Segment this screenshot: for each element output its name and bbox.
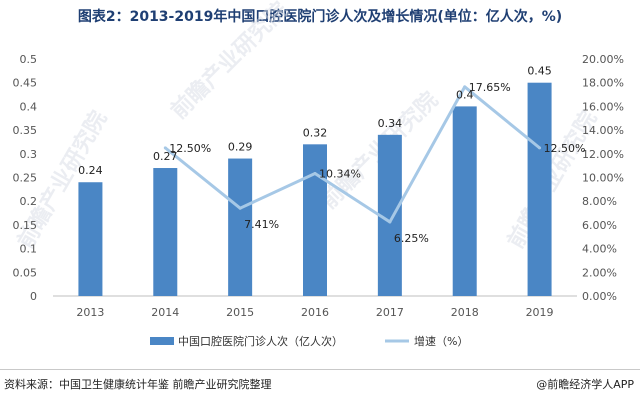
growth-label-2014: 12.50% [169,142,211,155]
growth-line-path [164,85,541,224]
growth-label-2019: 12.50% [544,142,586,155]
bar-label-2016: 0.32 [303,126,328,139]
growth-point-2014 [163,146,167,150]
bar-2015 [228,158,253,296]
growth-point-2016 [313,171,317,175]
footer-divider [0,369,640,370]
bar-label-2014: 0.27 [153,150,178,163]
watermark-2: 前瞻产业研究院 [166,0,293,124]
source-note: 资料来源：中国卫生健康统计年鉴 前瞻产业研究院整理 [4,378,272,391]
bar-2014 [153,168,178,296]
y-left-tick-label: 0.1 [20,243,38,256]
bars [78,82,552,297]
growth-point-2019 [538,146,542,150]
growth-label-2018: 17.65% [469,81,511,94]
y-left-tick-label: 0.45 [13,77,38,90]
growth-line [163,85,542,224]
bar-label-2017: 0.34 [378,117,403,130]
y-right-tick-label: 4.00% [582,243,617,256]
growth-point-2017 [388,220,392,224]
y-right-tick-label: 2.00% [582,266,617,279]
y-left-tick-label: 0.5 [20,53,38,66]
y-right-tick-label: 18.00% [582,77,624,90]
axes: 0 0.05 0.1 0.15 0.2 0.25 0.3 0.35 0.4 0.45 0.5 0.00… [13,53,624,319]
y-right-tick-label: 8.00% [582,195,617,208]
bar-label-2019: 0.45 [527,65,552,78]
y-right-tick-label: 6.00% [582,219,617,232]
x-tick-label: 2019 [526,306,554,319]
x-tick-label: 2018 [451,306,479,319]
legend-swatch-bar [150,337,174,345]
x-tick-label: 2017 [376,306,404,319]
bar-2013 [78,182,103,296]
y-left-tick-label: 0.3 [20,148,38,161]
y-left-tick-label: 0.15 [13,219,38,232]
chart-title: 图表2：2013-2019年中国口腔医院门诊人次及增长情况(单位：亿人次，%) [77,9,563,25]
y-right-tick-label: 10.00% [582,172,624,185]
bar-label-2015: 0.29 [228,141,253,154]
brand-credit: @前瞻经济学人APP [536,378,634,391]
y-left-tick-label: 0.35 [13,124,38,137]
y-left-tick-label: 0.4 [20,100,38,113]
x-tick-label: 2015 [226,306,254,319]
growth-point-2015 [238,206,242,210]
bar-label-2018: 0.4 [456,88,474,101]
y-left-tick-label: 0 [30,290,37,303]
legend-label-bar: 中国口腔医院门诊人次（亿人次） [178,334,343,348]
x-tick-label: 2016 [301,306,329,319]
growth-point-2018 [463,85,467,89]
data-labels: 0.24 0.27 0.29 0.32 0.34 0.4 0.45 12.50% 7.41% 10… [78,65,585,245]
growth-label-2015: 7.41% [244,218,279,231]
bar-2019 [527,82,552,296]
growth-label-2016: 10.34% [319,167,361,180]
x-tick-label: 2014 [151,306,179,319]
legend: 中国口腔医院门诊人次（亿人次） 增速（%） [150,334,468,348]
y-right-tick-label: 16.00% [582,100,624,113]
y-right-tick-label: 20.00% [582,53,624,66]
x-tick-label: 2013 [76,306,104,319]
y-left-tick-label: 0.05 [13,266,38,279]
y-right-tick-label: 12.00% [582,148,624,161]
y-left-tick-label: 0.2 [20,195,38,208]
bar-2016 [303,144,327,296]
legend-label-line: 增速（%） [414,334,468,348]
growth-label-2017: 6.25% [394,232,429,245]
chart: 前瞻产业研究院前瞻产业研究院前瞻产业研究院前瞻产业研究院 00.050.10.1… [13,0,624,348]
bar-label-2013: 0.24 [78,164,103,177]
bar-2018 [452,106,477,297]
y-right-tick-label: 14.00% [582,124,624,137]
y-left-tick-label: 0.25 [13,172,38,185]
y-right-tick-label: 0.00% [582,290,617,303]
